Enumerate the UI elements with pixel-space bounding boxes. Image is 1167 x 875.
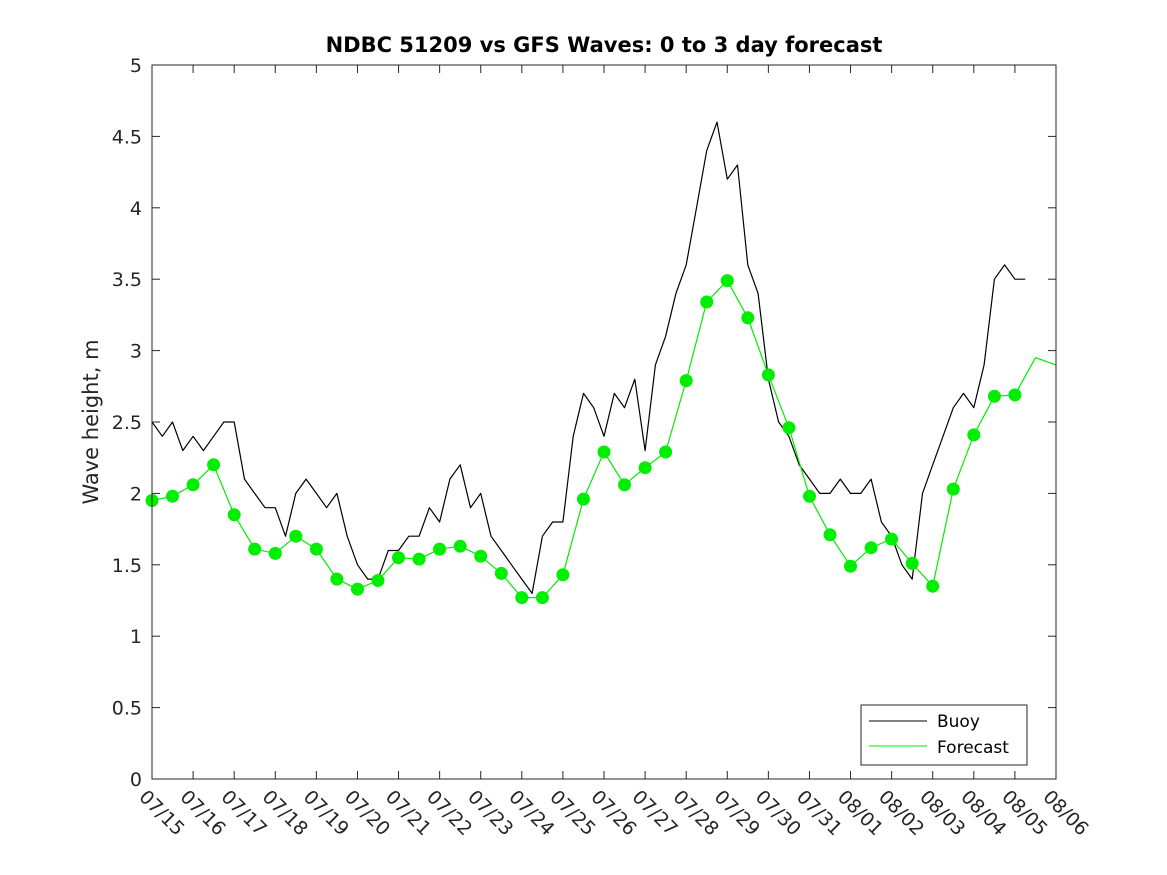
legend-label-buoy: Buoy [937, 712, 980, 732]
forecast-point [803, 489, 816, 503]
forecast-point [741, 311, 755, 325]
forecast-point [577, 492, 590, 506]
y-tick-label: 2.5 [112, 412, 142, 434]
y-tick-label: 0.5 [112, 698, 142, 720]
y-tick-label: 5 [130, 55, 142, 77]
legend-box [860, 704, 1028, 766]
forecast-point [412, 552, 426, 566]
forecast-point [227, 508, 241, 522]
forecast-point [248, 542, 262, 556]
forecast-point [885, 532, 899, 546]
forecast-point [166, 489, 179, 503]
forecast-point [556, 568, 570, 582]
forecast-point [515, 591, 529, 605]
forecast-point [782, 421, 796, 435]
forecast-point [638, 461, 652, 475]
forecast-markers [145, 274, 1022, 605]
legend: Buoy Forecast [860, 704, 1028, 766]
forecast-point [535, 591, 549, 605]
forecast-point [371, 574, 385, 587]
y-tick-label: 1 [130, 626, 142, 648]
forecast-point [946, 482, 960, 496]
forecast-point [309, 542, 323, 556]
forecast-point [1008, 388, 1022, 402]
forecast-point [494, 566, 508, 580]
y-tick-label: 3.5 [112, 269, 142, 291]
y-tick-label: 0 [130, 769, 142, 791]
forecast-point [433, 542, 447, 556]
forecast-point [700, 295, 714, 309]
forecast-point [844, 559, 857, 573]
y-tick-label: 1.5 [112, 555, 142, 577]
forecast-point [392, 551, 405, 565]
forecast-point [268, 546, 282, 560]
forecast-point [720, 274, 734, 288]
forecast-point [289, 529, 303, 543]
forecast-point [618, 478, 631, 492]
forecast-point [987, 389, 1001, 403]
forecast-point [330, 572, 344, 586]
axes-box [151, 64, 1057, 780]
y-tick-label: 4.5 [112, 126, 142, 148]
forecast-point [207, 458, 221, 472]
forecast-point [967, 428, 981, 442]
forecast-point [186, 478, 200, 492]
forecast-point [351, 582, 364, 596]
y-tick-label: 3 [130, 341, 142, 363]
y-tick-label: 2 [130, 483, 142, 505]
forecast-point [659, 445, 673, 459]
forecast-point [679, 374, 693, 388]
y-axis-label: Wave height, m [79, 339, 103, 504]
chart-title: NDBC 51209 vs GFS Waves: 0 to 3 day fore… [326, 33, 883, 57]
forecast-point [864, 541, 878, 555]
y-tick-label: 4 [130, 198, 142, 220]
forecast-point [761, 368, 775, 382]
forecast-point [453, 539, 467, 553]
forecast-point [474, 549, 488, 563]
forecast-point [926, 579, 940, 593]
plot-area [152, 65, 1056, 779]
forecast-point [823, 528, 837, 542]
forecast-point [905, 556, 919, 570]
legend-label-forecast: Forecast [937, 738, 1009, 758]
forecast-point [597, 445, 611, 459]
series-line-buoy [151, 121, 1026, 595]
